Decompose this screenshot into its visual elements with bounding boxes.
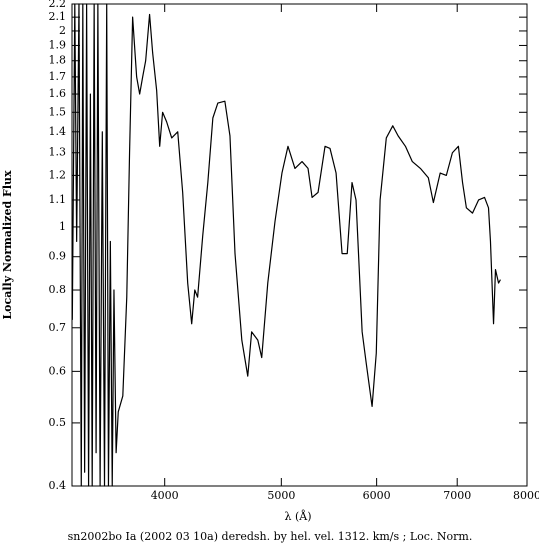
y-tick-label: 0.9	[49, 250, 67, 263]
y-tick-label: 0.6	[49, 364, 67, 377]
chart-title: sn2002bo Ia (2002 03 10a) deredsh. by he…	[68, 530, 473, 543]
y-tick-label: 1.7	[49, 70, 67, 83]
y-tick-label: 1.1	[49, 193, 67, 206]
y-tick-label: 1.9	[49, 38, 67, 51]
x-tick-label: 5000	[267, 489, 295, 502]
y-axis-label: Locally Normalized Flux	[1, 170, 14, 320]
y-tick-label: 1.2	[49, 168, 67, 181]
x-tick-label: 8000	[513, 489, 539, 502]
x-tick-label: 6000	[363, 489, 391, 502]
y-tick-label: 1.5	[49, 105, 67, 118]
y-tick-label: 2.2	[49, 0, 67, 10]
y-tick-label: 1.8	[49, 54, 67, 67]
y-tick-label: 1.6	[49, 87, 67, 100]
y-tick-label: 0.8	[49, 283, 67, 296]
y-tick-label: 1	[59, 220, 66, 233]
x-axis-label: λ (Å)	[285, 509, 312, 523]
y-tick-label: 1.4	[49, 125, 67, 138]
y-tick-label: 1.3	[49, 146, 67, 159]
plot-frame	[71, 3, 528, 487]
y-tick-label: 2.1	[49, 10, 67, 23]
y-tick-label: 0.5	[49, 416, 67, 429]
y-tick-label: 2	[59, 24, 66, 37]
x-tick-label: 7000	[443, 489, 471, 502]
x-tick-label: 4000	[151, 489, 179, 502]
y-tick-label: 0.4	[49, 479, 67, 492]
y-tick-label: 0.7	[49, 321, 67, 334]
spectrum-line	[71, 3, 501, 487]
